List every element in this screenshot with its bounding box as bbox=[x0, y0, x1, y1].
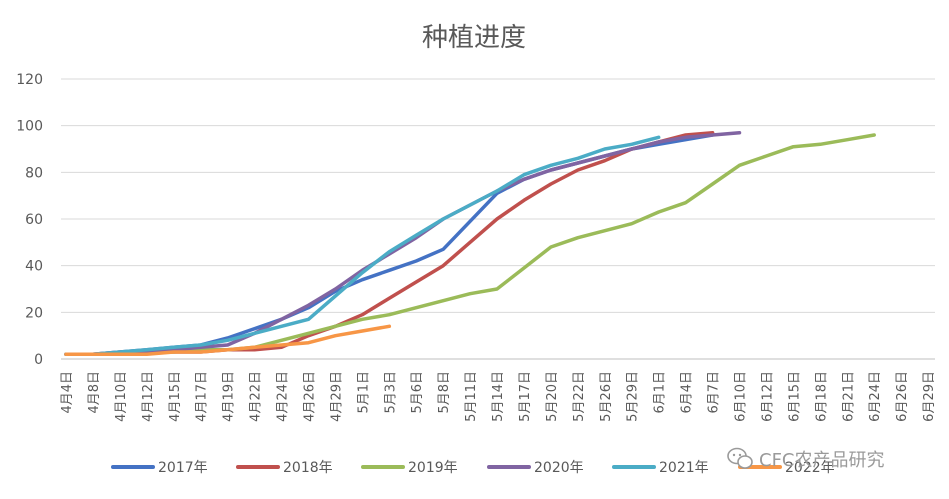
y-tick-label: 60 bbox=[25, 212, 43, 228]
x-tick-label: 6月24日 bbox=[868, 371, 883, 422]
y-tick-label: 120 bbox=[16, 72, 43, 88]
x-tick-label: 6月1日 bbox=[653, 371, 668, 414]
x-tick-label: 5月22日 bbox=[572, 371, 587, 422]
x-tick-label: 4月26日 bbox=[302, 371, 317, 422]
legend-label: 2020年 bbox=[534, 460, 584, 476]
x-tick-label: 4月29日 bbox=[329, 371, 344, 422]
x-tick-label: 6月4日 bbox=[680, 371, 695, 414]
wechat-icon bbox=[727, 447, 753, 469]
legend: 2017年 2018年 2019年 2020年 2021年 2022年 bbox=[111, 460, 835, 476]
x-tick-label: 5月3日 bbox=[383, 371, 398, 414]
x-axis-ticks: 4月4日 4月8日 4月10日 4月12日 4月15日 4月17日 4月19日 4月22日 4月… bbox=[60, 371, 937, 422]
y-tick-label: 100 bbox=[16, 119, 43, 135]
watermark: CFC农产品研究 bbox=[727, 447, 885, 471]
x-tick-label: 4月22日 bbox=[249, 371, 264, 422]
x-tick-label: 6月18日 bbox=[814, 371, 829, 422]
x-tick-label: 4月8日 bbox=[87, 371, 102, 414]
x-tick-label: 4月10日 bbox=[114, 371, 129, 422]
x-tick-label: 4月15日 bbox=[168, 371, 183, 422]
x-tick-label: 5月11日 bbox=[464, 371, 479, 422]
y-tick-label: 20 bbox=[25, 305, 43, 321]
x-tick-label: 5月20日 bbox=[545, 371, 560, 422]
x-tick-label: 6月26日 bbox=[895, 371, 910, 422]
y-tick-label: 0 bbox=[34, 352, 43, 368]
series-line-2019年 bbox=[64, 133, 876, 357]
legend-item: 2018年 bbox=[236, 460, 333, 476]
legend-label: 2019年 bbox=[408, 460, 458, 476]
x-tick-label: 5月6日 bbox=[410, 371, 425, 414]
series-lines bbox=[64, 130, 876, 357]
x-tick-label: 6月21日 bbox=[841, 371, 856, 422]
x-tick-label: 4月4日 bbox=[60, 371, 75, 414]
x-tick-label: 6月12日 bbox=[760, 371, 775, 422]
y-tick-label: 40 bbox=[25, 259, 43, 275]
legend-item: 2020年 bbox=[487, 460, 584, 476]
x-tick-label: 5月29日 bbox=[626, 371, 641, 422]
x-tick-label: 5月1日 bbox=[356, 371, 371, 414]
series-line-2020年 bbox=[64, 130, 742, 357]
x-tick-label: 5月14日 bbox=[491, 371, 506, 422]
x-tick-label: 4月17日 bbox=[195, 371, 210, 422]
legend-label: 2021年 bbox=[659, 460, 709, 476]
series-line-2018年 bbox=[64, 130, 715, 357]
x-tick-label: 4月19日 bbox=[222, 371, 237, 422]
x-tick-label: 6月15日 bbox=[787, 371, 802, 422]
legend-item: 2017年 bbox=[111, 460, 208, 476]
x-tick-label: 6月29日 bbox=[922, 371, 937, 422]
x-tick-label: 5月26日 bbox=[599, 371, 614, 422]
chart-title: 种植进度 bbox=[422, 23, 526, 53]
gridlines bbox=[61, 78, 935, 313]
legend-item: 2021年 bbox=[612, 460, 709, 476]
series-line-2021年 bbox=[64, 135, 661, 357]
watermark-text: CFC农产品研究 bbox=[759, 450, 885, 471]
x-tick-label: 6月7日 bbox=[707, 371, 722, 414]
series-line-2017年 bbox=[64, 133, 715, 357]
x-tick-label: 4月24日 bbox=[276, 371, 291, 422]
legend-item: 2019年 bbox=[361, 460, 458, 476]
series-line-2022年 bbox=[64, 324, 392, 357]
legend-label: 2018年 bbox=[283, 460, 333, 476]
legend-label: 2017年 bbox=[158, 460, 208, 476]
y-tick-label: 80 bbox=[25, 165, 43, 181]
y-axis-ticks: 0 20 40 60 80 100 120 bbox=[16, 72, 43, 368]
x-tick-label: 5月17日 bbox=[518, 371, 533, 422]
x-tick-label: 5月8日 bbox=[437, 371, 452, 414]
legend-label: 2022年 bbox=[785, 460, 835, 476]
x-tick-label: 4月12日 bbox=[141, 371, 156, 422]
x-tick-label: 6月10日 bbox=[734, 371, 749, 422]
